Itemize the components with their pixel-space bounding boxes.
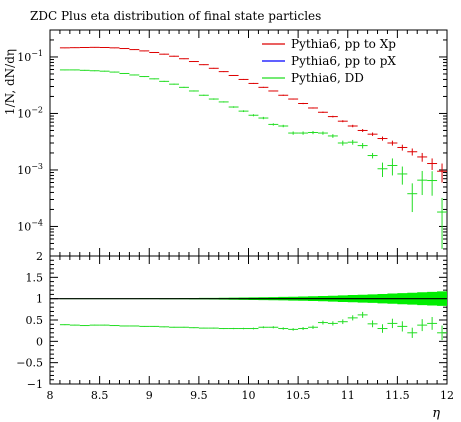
legend-label-0: Pythia6, pp to Xp <box>291 37 396 51</box>
ratio-xtick-label: 8 <box>47 389 54 402</box>
ratio-ytick-label: 1 <box>36 293 43 306</box>
ratio-xtick-label: 10 <box>242 389 256 402</box>
main-ytick-label: 10−3 <box>17 162 43 177</box>
ratio-xtick-label: 11.5 <box>385 389 410 402</box>
ratio-xtick-label: 12 <box>440 389 454 402</box>
ratio-ytick-label: −1 <box>27 378 43 391</box>
y-axis-label-group: 1/N, dN/dη <box>3 49 17 115</box>
ratio-xtick-label: 8.5 <box>91 389 109 402</box>
main-ytick-label: 10−4 <box>17 218 43 233</box>
ratio-panel: 8 8.5 9 9.5 10 10.5 11 11.5 12−1−0.500.511.52 <box>16 250 454 402</box>
ratio-xtick-label: 9.5 <box>190 389 208 402</box>
legend-label-2: Pythia6, DD <box>291 71 364 85</box>
chart-title: ZDC Plus eta distribution of final state… <box>30 9 321 23</box>
main-ytick-label: 10−1 <box>17 49 43 64</box>
x-axis-label: η <box>432 406 440 421</box>
ratio-ytick-label: 2 <box>36 250 43 263</box>
legend: Pythia6, pp to Xp Pythia6, pp to pX Pythia… <box>262 37 396 85</box>
ratio-xtick-label: 11 <box>341 389 355 402</box>
ratio-frame <box>49 255 448 385</box>
main-panel: 10−1 10−2 10−3 10−4 <box>17 29 448 257</box>
ratio-xtick-label: 9 <box>146 389 153 402</box>
y-axis-label: 1/N, dN/dη <box>3 49 17 115</box>
ratio-ytick-label: 1.5 <box>26 271 44 284</box>
main-ytick-label: 10−2 <box>17 105 43 120</box>
ratio-ytick-label: 0 <box>36 335 43 348</box>
ratio-xtick-label: 10.5 <box>286 389 311 402</box>
ratio-ytick-label: −0.5 <box>16 357 43 370</box>
legend-label-1: Pythia6, pp to pX <box>291 54 396 68</box>
ratio-ytick-label: 0.5 <box>26 314 44 327</box>
